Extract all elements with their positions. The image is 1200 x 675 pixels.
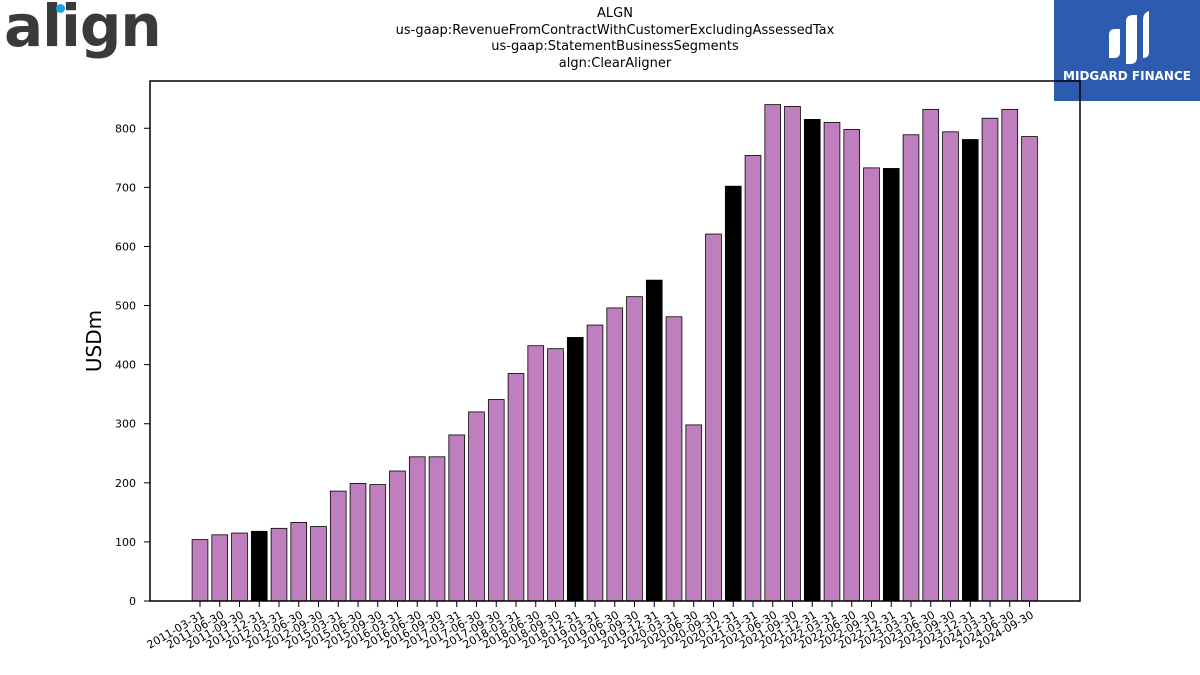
bar-2023-03-31	[902, 134, 920, 602]
y-tick-label: 400	[115, 359, 136, 372]
bar-2016-06-30	[408, 456, 426, 602]
y-tick-label: 100	[115, 536, 136, 549]
bar-2011-12-31	[250, 530, 268, 602]
bar-2015-03-31	[329, 490, 347, 602]
bar-2015-09-30	[369, 484, 387, 602]
y-tick-label: 600	[115, 240, 136, 253]
bar-2023-09-30	[942, 131, 959, 602]
midgard-mark-icon	[1109, 11, 1149, 64]
y-tick-label: 500	[115, 300, 136, 313]
chart-title-line-3: us-gaap:StatementBusinessSegments	[491, 39, 739, 54]
bar-2012-03-31	[270, 527, 288, 602]
bar-2015-06-30	[349, 483, 367, 602]
bar-2022-03-31	[823, 121, 841, 602]
bar-2011-03-31	[191, 539, 209, 602]
chart-title-line-1: ALGN	[597, 6, 633, 21]
y-tick-label: 800	[115, 122, 136, 135]
plot-frame	[149, 80, 1081, 602]
bar-2018-06-30	[527, 345, 545, 602]
bar-2021-09-30	[784, 106, 801, 602]
bar-2017-03-31	[448, 434, 466, 602]
bar-2019-12-31	[645, 279, 663, 602]
chart-title-line-2: us-gaap:RevenueFromContractWithCustomerE…	[395, 22, 835, 38]
bar-2012-06-30	[290, 522, 308, 602]
y-tick-label: 700	[115, 181, 136, 194]
bar-2019-03-31	[586, 324, 604, 602]
bar-2018-12-31	[566, 337, 584, 602]
bar-2024-06-30	[1001, 108, 1019, 602]
y-tick-label: 300	[115, 418, 136, 431]
y-tick-label: 200	[115, 477, 136, 490]
bar-2021-06-30	[764, 104, 782, 602]
bar-2011-09-30	[231, 532, 248, 602]
bar-2017-09-30	[487, 399, 505, 602]
y-axis-label: USDm	[82, 310, 106, 372]
bar-2019-06-30	[606, 307, 624, 602]
bar-2020-03-31	[665, 316, 683, 602]
bar-2023-06-30	[922, 108, 940, 602]
bar-2012-09-30	[310, 526, 327, 602]
bar-2021-12-31	[803, 119, 821, 602]
bar-2020-12-31	[724, 185, 742, 602]
bar-2020-09-30	[705, 233, 722, 602]
bar-2022-12-31	[882, 168, 900, 602]
bar-2021-03-31	[744, 155, 762, 602]
bar-2017-06-30	[468, 411, 485, 602]
bar-2018-03-31	[507, 373, 525, 602]
bar-2016-09-30	[428, 456, 446, 602]
y-tick-label: 0	[129, 595, 136, 608]
bar-2019-09-30	[626, 296, 643, 602]
bar-2024-03-31	[981, 117, 999, 602]
bar-2020-06-30	[685, 424, 703, 602]
chart-title: ALGN us-gaap:RevenueFromContractWithCust…	[340, 6, 890, 72]
bar-2022-09-30	[863, 167, 880, 602]
bar-2024-09-30	[1021, 136, 1038, 602]
midgard-finance-wordmark: MIDGARD FINANCE	[1063, 69, 1191, 83]
bar-2022-06-30	[843, 129, 861, 602]
bar-2016-03-31	[389, 470, 406, 602]
align-logo: align	[4, 0, 162, 60]
chart-title-line-4: algn:ClearAligner	[558, 55, 672, 71]
bar-2011-06-30	[211, 534, 229, 602]
bar-2018-09-30	[547, 348, 564, 602]
midgard-finance-logo: MIDGARD FINANCE	[1054, 0, 1200, 101]
bar-2023-12-31	[961, 139, 979, 602]
